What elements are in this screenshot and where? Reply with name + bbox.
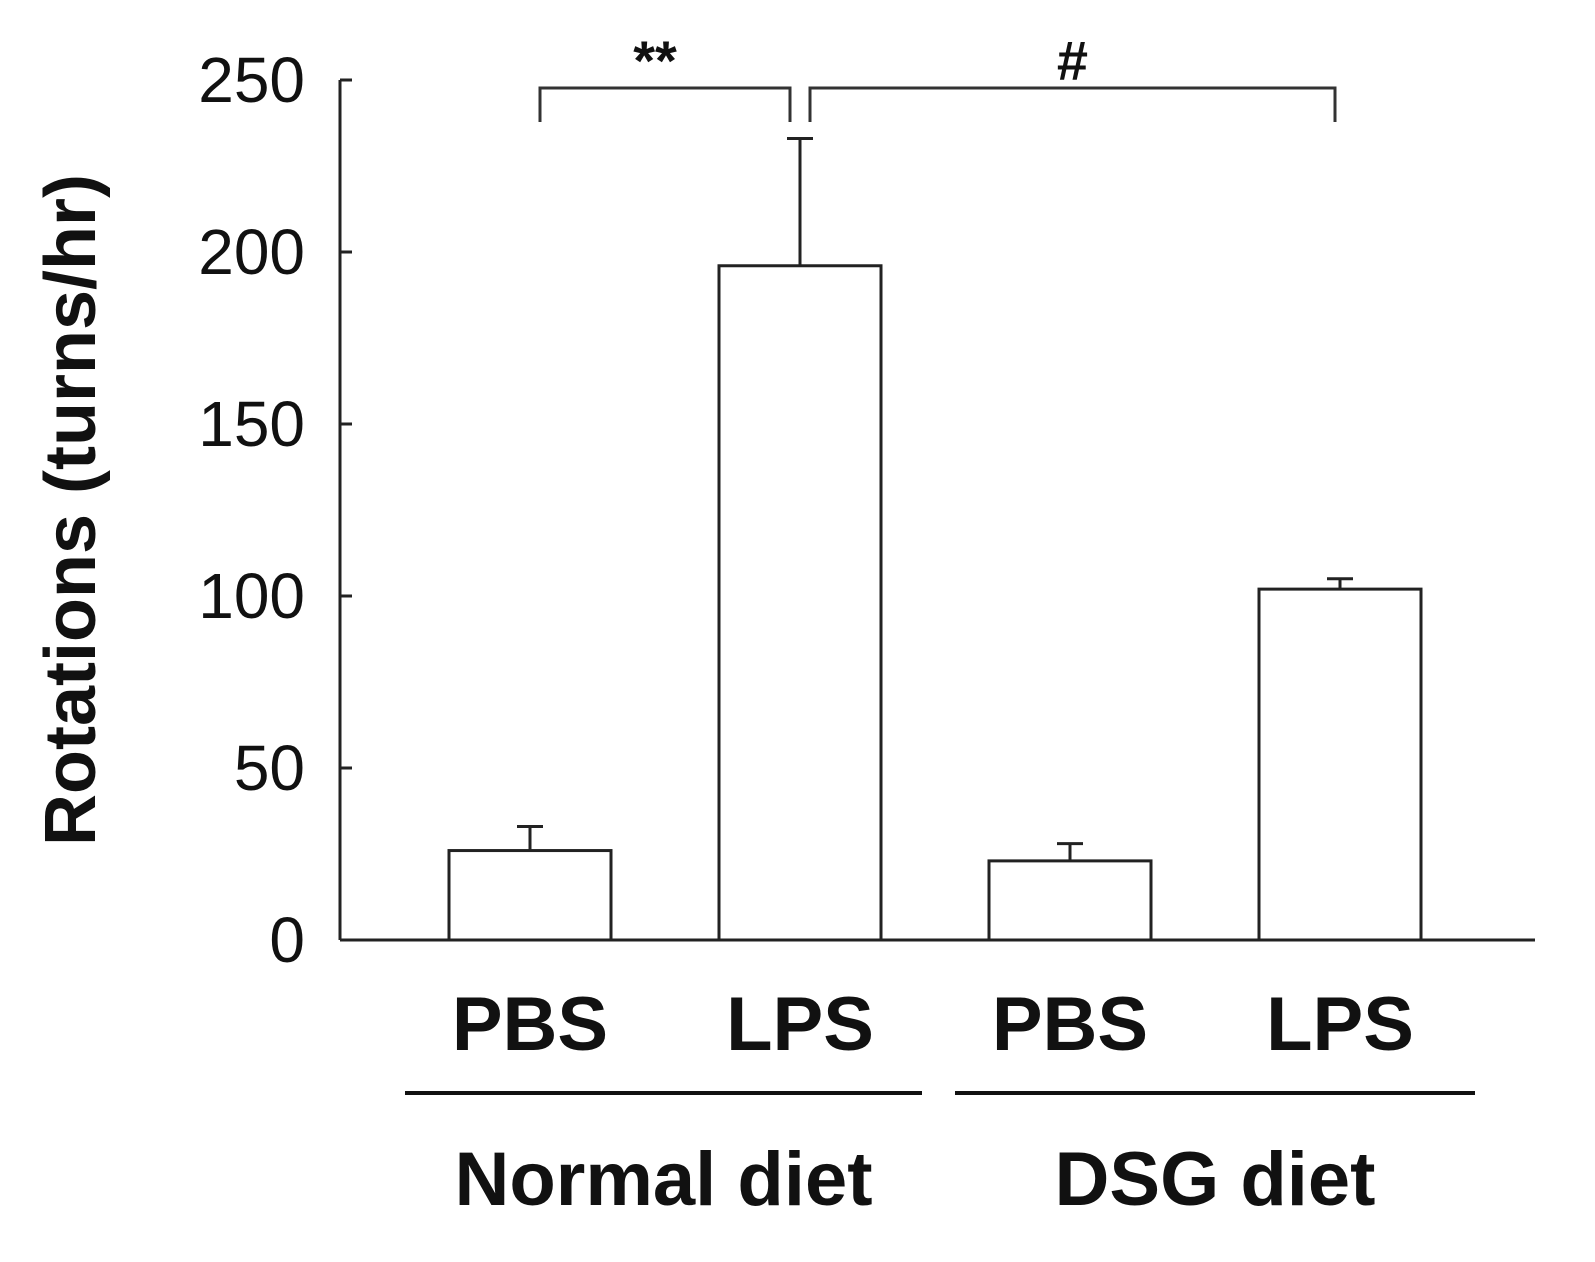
bar [1257,587,1423,942]
significance-bracket [538,86,792,122]
bar [717,264,883,942]
category-label: LPS [1266,982,1414,1067]
category-label: LPS [726,982,874,1067]
y-tick-label: 200 [198,216,305,288]
y-tick-label: 100 [198,560,305,632]
significance-label: ** [633,29,677,92]
y-tick-label: 150 [198,388,305,460]
group-label: Normal diet [454,1137,872,1222]
significance-label: # [1057,29,1088,92]
category-label: PBS [452,982,608,1067]
y-axis-label: Rotations (turns/hr) [31,174,111,846]
category-label: PBS [992,982,1148,1067]
significance-bracket [808,86,1337,122]
y-tick-label: 250 [198,44,305,116]
bar [987,859,1153,942]
bar [447,849,613,942]
y-tick-label: 0 [269,904,305,976]
y-tick-label: 50 [234,732,305,804]
group-label: DSG diet [1055,1137,1376,1222]
